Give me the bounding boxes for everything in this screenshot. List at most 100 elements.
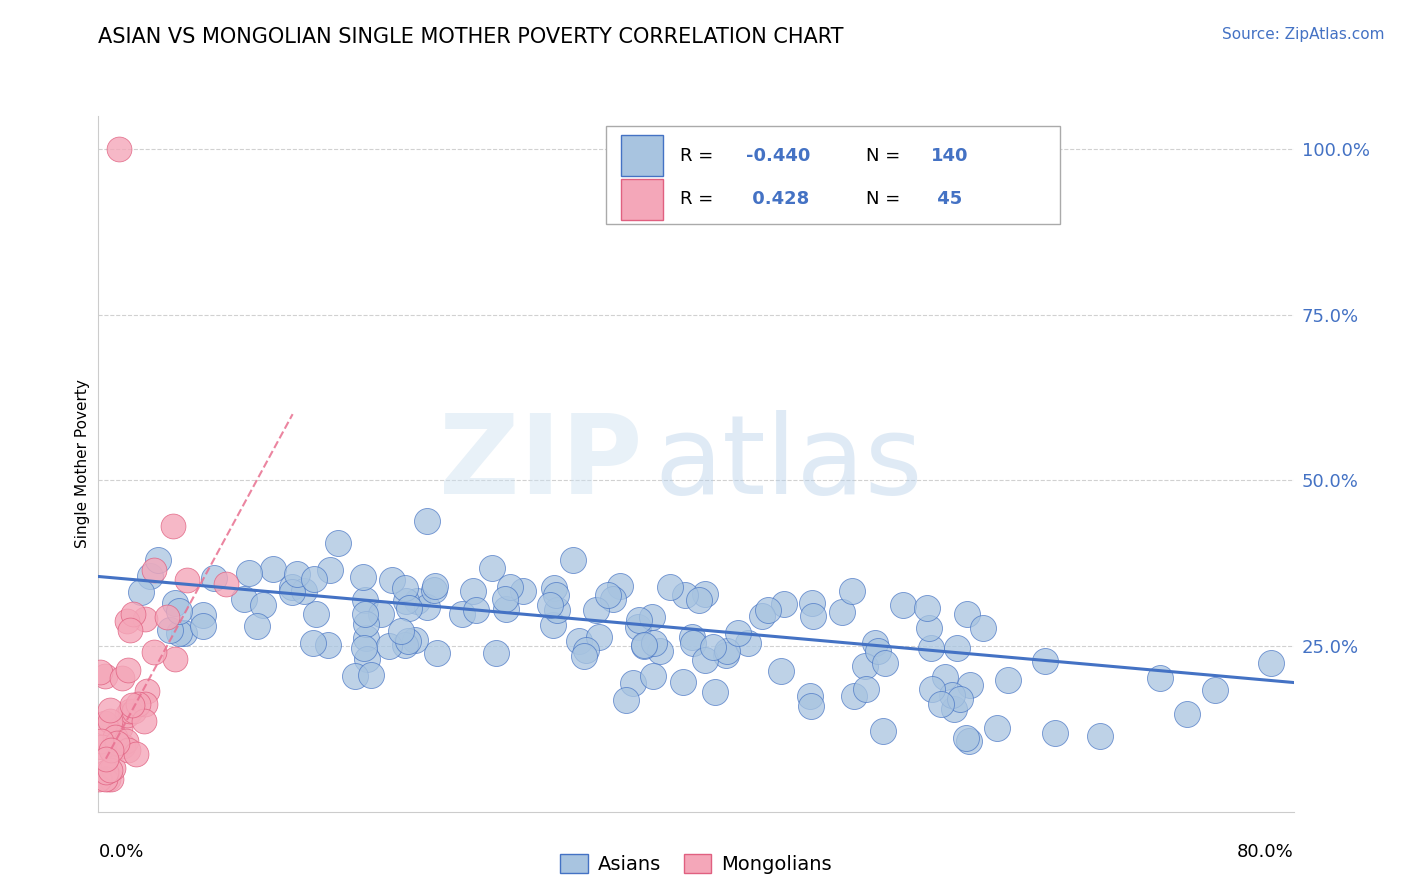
Point	[167, 604, 190, 618]
Point	[855, 681, 877, 696]
Point	[112, 739, 135, 753]
Point	[1033, 654, 1056, 668]
Point	[416, 515, 439, 529]
Point	[512, 583, 534, 598]
Point	[94, 752, 117, 766]
Point	[494, 591, 516, 606]
Point	[681, 630, 703, 644]
Point	[176, 573, 198, 587]
Point	[921, 682, 943, 697]
Point	[756, 603, 779, 617]
Point	[89, 772, 111, 786]
Point	[959, 678, 981, 692]
Point	[1260, 656, 1282, 670]
Point	[773, 597, 796, 611]
Point	[354, 631, 377, 645]
Point	[872, 723, 894, 738]
Point	[673, 588, 696, 602]
Point	[633, 639, 655, 653]
Point	[316, 638, 339, 652]
Point	[134, 612, 156, 626]
Point	[614, 693, 637, 707]
Point	[949, 691, 972, 706]
Point	[94, 716, 117, 731]
Point	[688, 593, 710, 607]
Point	[132, 714, 155, 728]
Point	[917, 601, 939, 615]
Point	[100, 742, 122, 756]
Point	[868, 643, 890, 657]
Point	[751, 609, 773, 624]
Point	[1149, 671, 1171, 685]
Text: N =: N =	[866, 146, 905, 165]
Point	[98, 714, 121, 729]
Point	[640, 610, 662, 624]
Point	[643, 636, 665, 650]
Point	[596, 588, 619, 602]
Point	[770, 664, 793, 678]
Point	[117, 742, 139, 756]
Point	[873, 656, 896, 670]
Point	[134, 697, 156, 711]
Point	[356, 652, 378, 666]
Point	[602, 592, 624, 607]
Text: 80.0%: 80.0%	[1237, 843, 1294, 861]
Point	[360, 668, 382, 682]
Point	[585, 602, 607, 616]
Point	[262, 562, 284, 576]
Point	[404, 633, 426, 648]
Point	[117, 663, 139, 677]
Point	[485, 646, 508, 660]
Point	[146, 553, 169, 567]
Point	[682, 636, 704, 650]
Point	[100, 763, 122, 777]
FancyBboxPatch shape	[620, 178, 662, 220]
Point	[122, 704, 145, 718]
Point	[609, 579, 631, 593]
Point	[396, 634, 419, 648]
Point	[703, 684, 725, 698]
Point	[499, 580, 522, 594]
Point	[246, 619, 269, 633]
Point	[920, 640, 942, 655]
Point	[353, 640, 375, 655]
Point	[575, 643, 598, 657]
Point	[129, 584, 152, 599]
Text: 0.0%: 0.0%	[98, 843, 143, 861]
Point	[425, 579, 447, 593]
Point	[121, 698, 143, 713]
Point	[831, 605, 853, 619]
Point	[167, 625, 190, 640]
Point	[120, 704, 142, 718]
Point	[162, 519, 184, 533]
Text: ASIAN VS MONGOLIAN SINGLE MOTHER POVERTY CORRELATION CHART: ASIAN VS MONGOLIAN SINGLE MOTHER POVERTY…	[98, 27, 844, 46]
Point	[671, 675, 693, 690]
Point	[426, 646, 449, 660]
Point	[285, 567, 308, 582]
Point	[574, 649, 596, 664]
Point	[173, 625, 195, 640]
Point	[165, 651, 187, 665]
Point	[370, 607, 392, 622]
Point	[280, 584, 302, 599]
Point	[929, 698, 952, 712]
Point	[641, 669, 664, 683]
Point	[943, 702, 966, 716]
Point	[97, 772, 120, 786]
Point	[891, 598, 914, 612]
Text: -0.440: -0.440	[747, 146, 810, 165]
Point	[90, 740, 112, 755]
Point	[562, 553, 585, 567]
Point	[841, 583, 863, 598]
Point	[621, 676, 644, 690]
Point	[627, 620, 650, 634]
Point	[567, 634, 589, 648]
Point	[127, 697, 149, 711]
Point	[546, 588, 568, 602]
Point	[461, 583, 484, 598]
Point	[100, 772, 122, 786]
Point	[139, 569, 162, 583]
Point	[238, 566, 260, 580]
Point	[98, 703, 121, 717]
Point	[108, 721, 131, 735]
